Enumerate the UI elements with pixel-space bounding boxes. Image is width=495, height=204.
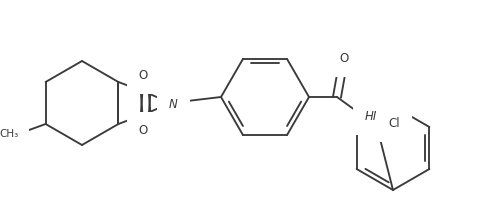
Text: HN: HN xyxy=(365,111,383,123)
Text: CH₃: CH₃ xyxy=(0,129,19,139)
Text: N: N xyxy=(169,99,178,112)
Text: O: O xyxy=(340,52,348,65)
Text: Cl: Cl xyxy=(388,117,400,130)
Text: O: O xyxy=(139,124,148,137)
Text: O: O xyxy=(139,69,148,82)
